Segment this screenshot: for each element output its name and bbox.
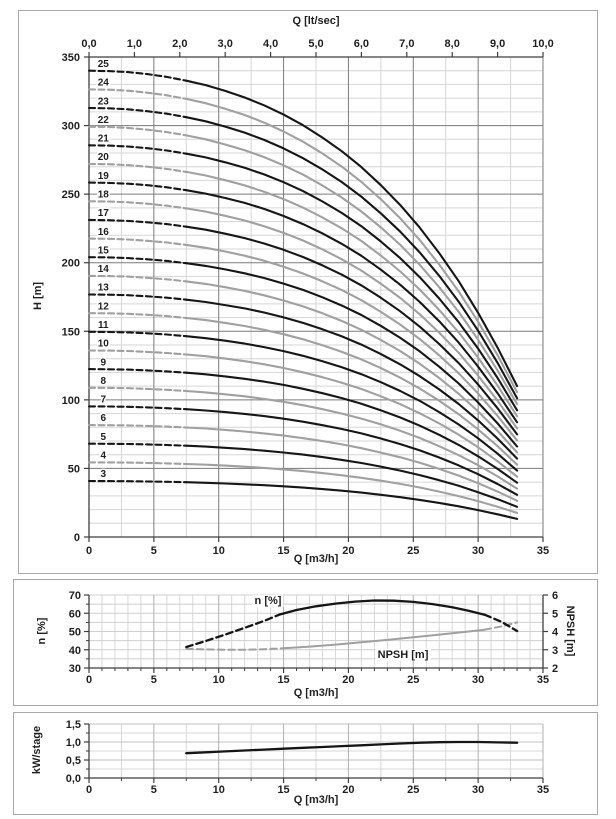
svg-text:5: 5 <box>151 545 157 557</box>
svg-text:12: 12 <box>98 301 110 312</box>
svg-text:0: 0 <box>86 784 92 796</box>
svg-text:14: 14 <box>98 264 110 275</box>
head-capacity-chart-panel: 0,0 1,0 2,0 3,0 4,0 5,0 6,0 7,0 8,0 9,0 10,0 0 50 100… <box>18 10 598 574</box>
svg-text:5,0: 5,0 <box>308 38 323 50</box>
svg-text:1,0: 1,0 <box>66 737 81 749</box>
h-axis-title: H [m] <box>32 281 44 311</box>
svg-text:4,0: 4,0 <box>263 38 278 50</box>
svg-text:24: 24 <box>98 78 110 89</box>
svg-text:8: 8 <box>100 376 106 387</box>
svg-text:20: 20 <box>98 152 110 163</box>
svg-text:350: 350 <box>62 52 80 64</box>
svg-text:10: 10 <box>213 545 225 557</box>
svg-text:6,0: 6,0 <box>354 38 369 50</box>
power-x-axis-title: Q [m3/h] <box>293 794 339 806</box>
svg-text:30: 30 <box>472 545 484 557</box>
svg-text:35: 35 <box>537 545 549 557</box>
svg-text:60: 60 <box>69 608 81 620</box>
svg-text:70: 70 <box>69 590 81 602</box>
svg-text:35: 35 <box>537 784 549 796</box>
svg-text:7,0: 7,0 <box>399 38 414 50</box>
svg-text:50: 50 <box>68 463 80 475</box>
svg-text:4: 4 <box>552 627 559 639</box>
svg-text:17: 17 <box>98 208 110 219</box>
svg-text:10: 10 <box>213 674 225 686</box>
svg-text:0,0: 0,0 <box>66 773 81 785</box>
head-capacity-chart: 0,0 1,0 2,0 3,0 4,0 5,0 6,0 7,0 8,0 9,0 10,0050100… <box>62 38 554 557</box>
svg-text:6: 6 <box>100 413 106 424</box>
svg-text:20: 20 <box>342 545 354 557</box>
svg-text:2,0: 2,0 <box>172 38 187 50</box>
svg-text:7: 7 <box>100 395 106 406</box>
svg-text:0,5: 0,5 <box>66 755 81 767</box>
svg-text:25: 25 <box>98 59 110 70</box>
svg-text:23: 23 <box>98 96 110 107</box>
npsh-axis-title: NPSH [m] <box>564 605 576 657</box>
svg-text:20: 20 <box>342 784 354 796</box>
svg-text:0,0: 0,0 <box>81 38 96 50</box>
svg-text:35: 35 <box>537 674 549 686</box>
head-x-axis-title: Q [m3/h] <box>293 553 339 565</box>
efficiency-axis-title: n [%] <box>36 617 48 645</box>
svg-text:13: 13 <box>98 283 110 294</box>
svg-text:2: 2 <box>552 663 558 675</box>
svg-text:6: 6 <box>552 590 558 602</box>
svg-text:30: 30 <box>472 784 484 796</box>
svg-text:5: 5 <box>100 432 106 443</box>
svg-text:5: 5 <box>151 674 157 686</box>
efficiency-x-axis-title: Q [m3/h] <box>293 687 339 699</box>
svg-text:25: 25 <box>407 674 419 686</box>
svg-text:19: 19 <box>98 171 110 182</box>
top-axis-title: Q [lt/sec] <box>292 15 340 27</box>
power-chart: 0,0 0,5 1,0 1,5 0 5 10 15 20 25 30 35 <box>66 719 549 796</box>
svg-text:18: 18 <box>98 190 110 201</box>
svg-text:300: 300 <box>62 121 80 133</box>
svg-text:3: 3 <box>552 645 558 657</box>
efficiency-npsh-chart-panel: 30 40 50 60 70 2 3 4 5 6 0 5 10 15 20 25 30 35 <box>13 579 598 706</box>
svg-text:40: 40 <box>69 645 81 657</box>
svg-text:3,0: 3,0 <box>218 38 233 50</box>
svg-text:10,0: 10,0 <box>532 38 553 50</box>
svg-text:0: 0 <box>86 545 92 557</box>
svg-text:5: 5 <box>151 784 157 796</box>
svg-text:4: 4 <box>100 450 106 461</box>
power-chart-panel: 0,0 0,5 1,0 1,5 0 5 10 15 20 25 30 35 <box>13 712 598 815</box>
svg-text:1,0: 1,0 <box>127 38 142 50</box>
svg-text:15: 15 <box>277 784 289 796</box>
svg-text:150: 150 <box>62 326 80 338</box>
svg-text:25: 25 <box>407 545 419 557</box>
efficiency-curve-label: n [%] <box>252 595 284 607</box>
svg-text:9: 9 <box>100 357 106 368</box>
svg-text:21: 21 <box>98 134 110 145</box>
svg-text:1,5: 1,5 <box>66 719 81 731</box>
svg-text:100: 100 <box>62 395 80 407</box>
svg-text:5: 5 <box>552 608 558 620</box>
svg-text:10: 10 <box>98 339 110 350</box>
svg-text:15: 15 <box>98 245 110 256</box>
svg-text:3: 3 <box>100 469 106 480</box>
svg-text:25: 25 <box>407 784 419 796</box>
svg-text:50: 50 <box>69 627 81 639</box>
npsh-curve-label: NPSH [m] <box>375 649 431 661</box>
svg-text:15: 15 <box>277 545 289 557</box>
svg-text:22: 22 <box>98 115 110 126</box>
svg-text:200: 200 <box>62 258 80 270</box>
svg-text:16: 16 <box>98 227 110 238</box>
svg-text:20: 20 <box>342 674 354 686</box>
svg-text:9,0: 9,0 <box>490 38 505 50</box>
svg-text:0: 0 <box>74 532 80 544</box>
svg-text:30: 30 <box>69 663 81 675</box>
svg-text:30: 30 <box>472 674 484 686</box>
svg-text:10: 10 <box>213 784 225 796</box>
svg-text:250: 250 <box>62 189 80 201</box>
svg-text:15: 15 <box>277 674 289 686</box>
svg-text:11: 11 <box>98 320 109 331</box>
svg-text:8,0: 8,0 <box>445 38 460 50</box>
svg-text:0: 0 <box>86 674 92 686</box>
power-axis-title: kW/stage <box>31 725 43 775</box>
